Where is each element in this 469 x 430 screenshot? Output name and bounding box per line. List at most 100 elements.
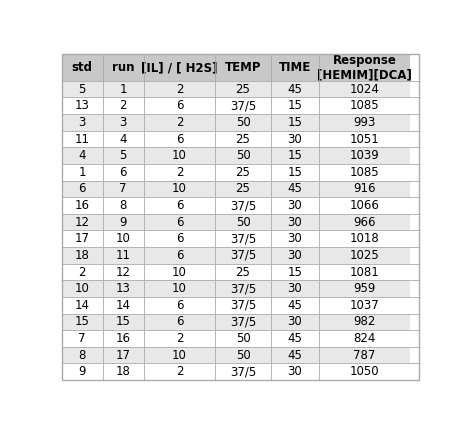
Bar [103, 230, 144, 247]
Bar [144, 114, 215, 131]
Text: 14: 14 [116, 299, 131, 312]
Text: 45: 45 [287, 83, 303, 95]
Bar [319, 54, 410, 81]
Text: 30: 30 [287, 249, 303, 262]
Text: 3: 3 [120, 116, 127, 129]
Text: 2: 2 [176, 116, 183, 129]
Bar [103, 98, 144, 114]
Bar [319, 280, 410, 297]
Bar [271, 147, 319, 164]
Text: 7: 7 [120, 182, 127, 195]
Text: 966: 966 [354, 215, 376, 229]
Bar [215, 347, 271, 363]
Text: 25: 25 [235, 265, 250, 279]
Text: 12: 12 [116, 265, 131, 279]
Text: 9: 9 [120, 215, 127, 229]
Text: 13: 13 [116, 282, 131, 295]
Bar [215, 181, 271, 197]
Bar [319, 330, 410, 347]
Text: 11: 11 [75, 132, 90, 145]
Text: 45: 45 [287, 299, 303, 312]
Text: 9: 9 [78, 365, 86, 378]
Text: 916: 916 [354, 182, 376, 195]
Bar [144, 131, 215, 147]
Bar [319, 247, 410, 264]
Text: 25: 25 [235, 132, 250, 145]
Bar [144, 280, 215, 297]
Text: 1018: 1018 [350, 232, 379, 245]
Bar [61, 247, 103, 264]
Bar [319, 347, 410, 363]
Bar [215, 131, 271, 147]
Bar [215, 98, 271, 114]
Text: 16: 16 [116, 332, 131, 345]
Text: 1025: 1025 [350, 249, 379, 262]
Text: 10: 10 [172, 149, 187, 162]
Text: 4: 4 [78, 149, 86, 162]
Bar [144, 264, 215, 280]
Text: 15: 15 [287, 166, 303, 179]
Text: 37/5: 37/5 [230, 232, 256, 245]
Bar [61, 98, 103, 114]
Bar [271, 247, 319, 264]
Bar [271, 181, 319, 197]
Text: 37/5: 37/5 [230, 299, 256, 312]
Bar [144, 330, 215, 347]
Bar [319, 214, 410, 230]
Text: 1085: 1085 [350, 99, 379, 112]
Text: 50: 50 [235, 215, 250, 229]
Text: 15: 15 [287, 265, 303, 279]
Text: 30: 30 [287, 315, 303, 329]
Bar [215, 147, 271, 164]
Bar [215, 114, 271, 131]
Text: 8: 8 [120, 199, 127, 212]
Text: 50: 50 [235, 332, 250, 345]
Text: 1050: 1050 [350, 365, 379, 378]
Bar [271, 54, 319, 81]
Bar [61, 147, 103, 164]
Bar [61, 297, 103, 313]
Text: 982: 982 [354, 315, 376, 329]
Text: 37/5: 37/5 [230, 249, 256, 262]
Text: Response
[HEMIM][DCA]: Response [HEMIM][DCA] [317, 54, 412, 82]
Bar [215, 214, 271, 230]
Text: 37/5: 37/5 [230, 282, 256, 295]
Bar [271, 330, 319, 347]
Text: 25: 25 [235, 83, 250, 95]
Text: 50: 50 [235, 116, 250, 129]
Text: 2: 2 [120, 99, 127, 112]
Text: 45: 45 [287, 332, 303, 345]
Bar [271, 347, 319, 363]
Bar [271, 313, 319, 330]
Bar [215, 313, 271, 330]
Bar [271, 114, 319, 131]
Text: 1039: 1039 [350, 149, 379, 162]
Text: 30: 30 [287, 232, 303, 245]
Bar [215, 280, 271, 297]
Text: 15: 15 [116, 315, 131, 329]
Text: 2: 2 [176, 332, 183, 345]
Text: 17: 17 [75, 232, 90, 245]
Bar [103, 347, 144, 363]
Text: 10: 10 [172, 265, 187, 279]
Bar [103, 330, 144, 347]
Text: 10: 10 [172, 349, 187, 362]
Bar [319, 131, 410, 147]
Bar [215, 330, 271, 347]
Bar [144, 247, 215, 264]
Text: 10: 10 [116, 232, 131, 245]
Bar [103, 164, 144, 181]
Text: 1051: 1051 [350, 132, 379, 145]
Bar [103, 297, 144, 313]
Text: 1: 1 [120, 83, 127, 95]
Bar [215, 363, 271, 380]
Bar [271, 131, 319, 147]
Bar [103, 264, 144, 280]
Bar [215, 81, 271, 98]
Text: 37/5: 37/5 [230, 99, 256, 112]
Text: 37/5: 37/5 [230, 315, 256, 329]
Bar [61, 313, 103, 330]
Bar [144, 347, 215, 363]
Bar [103, 214, 144, 230]
Text: 50: 50 [235, 149, 250, 162]
